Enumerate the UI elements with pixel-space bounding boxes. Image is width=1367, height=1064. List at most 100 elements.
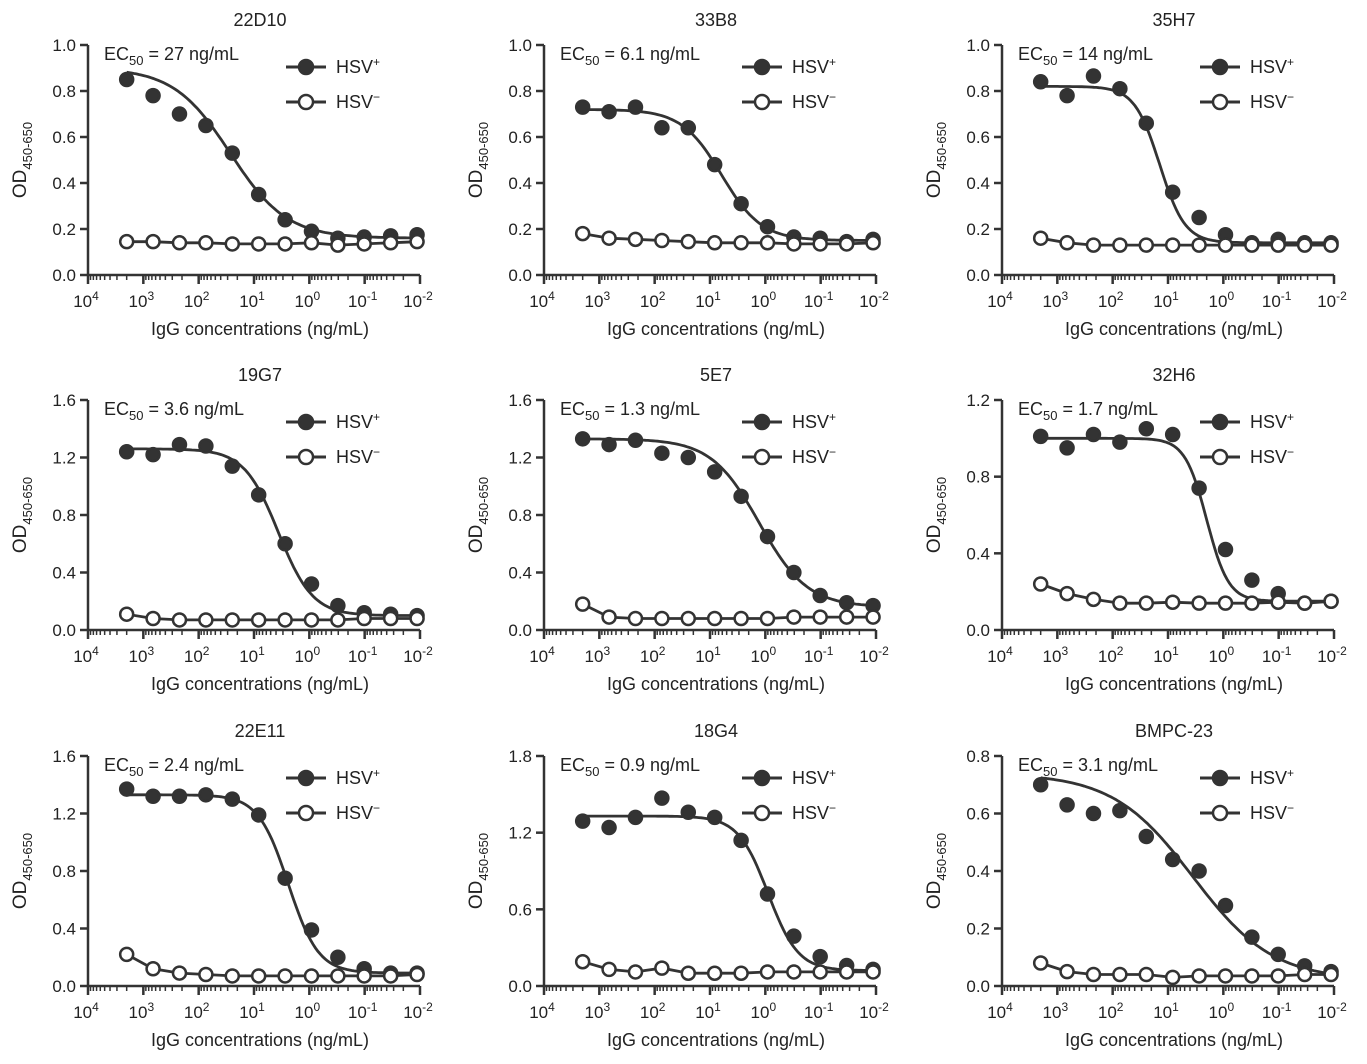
data-point-hsv-pos xyxy=(1138,115,1155,131)
data-point-hsv-neg xyxy=(1112,966,1128,983)
data-point-hsv-neg xyxy=(706,610,723,627)
x-tick-label: 101 xyxy=(1153,644,1179,666)
x-tick-label: 104 xyxy=(73,644,99,666)
data-point-hsv-neg xyxy=(1059,585,1075,602)
data-point-hsv-neg xyxy=(356,968,372,984)
data-point-hsv-neg xyxy=(145,610,161,627)
legend-marker-filled xyxy=(753,413,771,431)
data-point-hsv-neg xyxy=(680,965,697,981)
y-tick-label: 1.8 xyxy=(508,747,532,766)
y-tick-label: 0.2 xyxy=(508,220,532,239)
fit-curve-hsv-pos xyxy=(126,793,418,975)
data-point-hsv-neg xyxy=(330,968,346,984)
x-tick-label: 10-1 xyxy=(804,1000,834,1022)
data-point-hsv-neg xyxy=(1164,969,1181,986)
data-point-hsv-pos xyxy=(198,787,214,803)
data-point-hsv-pos xyxy=(1112,80,1128,97)
legend-marker-filled xyxy=(1211,413,1229,431)
data-point-hsv-pos xyxy=(574,99,591,115)
x-tick-label: 100 xyxy=(751,289,777,311)
data-point-hsv-pos xyxy=(654,790,670,806)
x-tick-label: 101 xyxy=(1153,289,1179,311)
data-point-hsv-pos xyxy=(654,445,670,461)
data-point-hsv-neg xyxy=(786,609,802,625)
y-tick-label: 0.8 xyxy=(52,506,76,525)
legend-label: HSV+ xyxy=(336,410,380,432)
legend-label: HSV+ xyxy=(792,410,836,432)
fit-curve-hsv-pos xyxy=(582,814,874,972)
data-point-hsv-pos xyxy=(1032,777,1049,793)
y-tick-label: 0.6 xyxy=(52,128,76,147)
x-tick-label: 100 xyxy=(295,1000,321,1022)
x-tick-label: 103 xyxy=(1043,644,1069,666)
legend-marker-filled xyxy=(1211,58,1229,76)
legend-label: HSV− xyxy=(1250,801,1294,823)
x-tick-label: 104 xyxy=(529,289,555,311)
ec50-annotation: EC50 = 3.6 ng/mL xyxy=(104,399,244,423)
data-point-hsv-pos xyxy=(1217,897,1234,914)
y-tick-label: 0.0 xyxy=(966,977,990,996)
x-axis-label: IgG concentrations (ng/mL) xyxy=(1065,1030,1283,1050)
data-point-hsv-pos xyxy=(1191,480,1207,496)
x-tick-label: 102 xyxy=(1098,644,1124,666)
chart-title: 18G4 xyxy=(694,721,738,741)
legend-label: HSV+ xyxy=(1250,55,1294,77)
y-tick-label: 0.0 xyxy=(966,621,990,640)
x-axis-label: IgG concentrations (ng/mL) xyxy=(1065,674,1283,694)
data-point-hsv-neg xyxy=(1270,594,1286,610)
data-point-hsv-neg xyxy=(680,610,697,627)
data-point-hsv-neg xyxy=(759,235,776,251)
x-tick-label: 10-2 xyxy=(859,644,889,666)
data-point-hsv-pos xyxy=(250,186,267,203)
data-point-hsv-pos xyxy=(1112,434,1128,450)
data-point-hsv-pos xyxy=(224,458,241,474)
data-point-hsv-neg xyxy=(409,966,425,983)
chart-title: 22E11 xyxy=(235,721,286,741)
y-axis-label: OD450-650 xyxy=(466,477,491,553)
x-tick-label: 102 xyxy=(640,289,666,311)
data-point-hsv-pos xyxy=(277,536,293,552)
chart-title: 22D10 xyxy=(233,10,286,30)
data-point-hsv-pos xyxy=(1138,421,1155,437)
y-tick-label: 0.2 xyxy=(966,920,990,939)
x-tick-label: 103 xyxy=(129,289,155,311)
data-point-hsv-neg xyxy=(1112,237,1128,253)
legend-marker-open xyxy=(753,93,771,111)
data-point-hsv-pos xyxy=(330,949,346,965)
fit-curve-hsv-pos xyxy=(582,437,874,607)
ec50-annotation: EC50 = 6.1 ng/mL xyxy=(560,44,700,68)
data-point-hsv-neg xyxy=(627,231,644,248)
data-point-hsv-neg xyxy=(118,233,135,250)
data-point-hsv-neg xyxy=(224,236,241,252)
data-point-hsv-neg xyxy=(812,609,828,625)
data-point-hsv-pos xyxy=(277,212,293,228)
x-tick-label: 102 xyxy=(184,1000,210,1022)
y-tick-label: 1.6 xyxy=(52,747,76,766)
data-point-hsv-pos xyxy=(118,781,135,797)
data-point-hsv-pos xyxy=(118,444,135,460)
data-point-hsv-pos xyxy=(145,446,161,463)
data-point-hsv-pos xyxy=(627,809,644,826)
legend-marker-open xyxy=(1211,93,1229,111)
data-point-hsv-neg xyxy=(706,235,723,251)
data-point-hsv-pos xyxy=(706,464,723,480)
y-tick-label: 1.2 xyxy=(508,449,532,468)
data-point-hsv-neg xyxy=(838,964,855,980)
data-point-hsv-neg xyxy=(601,961,617,978)
legend-label: HSV− xyxy=(792,445,836,467)
data-point-hsv-pos xyxy=(1164,184,1181,200)
data-point-hsv-pos xyxy=(733,195,749,212)
fit-curve-hsv-neg xyxy=(1040,961,1332,979)
data-point-hsv-pos xyxy=(601,103,617,120)
x-tick-label: 102 xyxy=(1098,1000,1124,1022)
chart-title: 33B8 xyxy=(695,10,737,30)
fit-curve-hsv-pos xyxy=(1040,85,1332,245)
data-point-hsv-neg xyxy=(356,610,372,627)
data-point-hsv-pos xyxy=(1059,87,1075,104)
x-tick-label: 102 xyxy=(184,644,210,666)
y-tick-label: 0.4 xyxy=(508,174,532,193)
data-point-hsv-neg xyxy=(224,968,241,984)
data-point-hsv-pos xyxy=(1244,572,1260,588)
legend-marker-open xyxy=(753,448,771,466)
data-point-hsv-pos xyxy=(733,832,749,849)
